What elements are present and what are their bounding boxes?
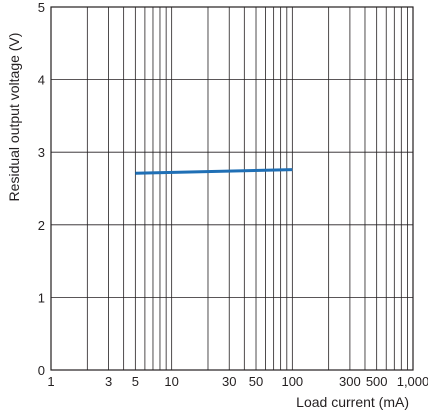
y-tick-label: 4: [38, 73, 45, 88]
plot-frame: [50, 6, 414, 371]
x-tick-label: 100: [281, 374, 303, 389]
x-tick-label: 50: [249, 374, 263, 389]
x-tick-label: 30: [222, 374, 236, 389]
y-axis-label: Residual output voltage (V): [6, 33, 22, 202]
series-line: [135, 168, 293, 175]
grid: [51, 7, 413, 370]
x-axis-label: Load current (mA): [296, 394, 409, 410]
y-tick-label: 2: [38, 218, 45, 233]
x-tick-label: 3: [105, 374, 112, 389]
x-tick-label: 5: [132, 374, 139, 389]
y-tick-label: 3: [38, 145, 45, 160]
series-group: [135, 168, 293, 175]
y-tick-label: 1: [38, 290, 45, 305]
x-tick-label: 300: [339, 374, 361, 389]
x-tick-label: 1,000: [397, 374, 428, 389]
x-tick-label: 500: [366, 374, 388, 389]
x-tick-labels: 1 3 5 10 30 50 100 300 500 1,000: [47, 374, 428, 389]
y-tick-labels: 0 1 2 3 4 5: [38, 0, 45, 378]
y-tick-label: 5: [38, 0, 45, 15]
x-tick-label: 1: [47, 374, 54, 389]
x-tick-label: 10: [164, 374, 178, 389]
y-tick-label: 0: [38, 363, 45, 378]
